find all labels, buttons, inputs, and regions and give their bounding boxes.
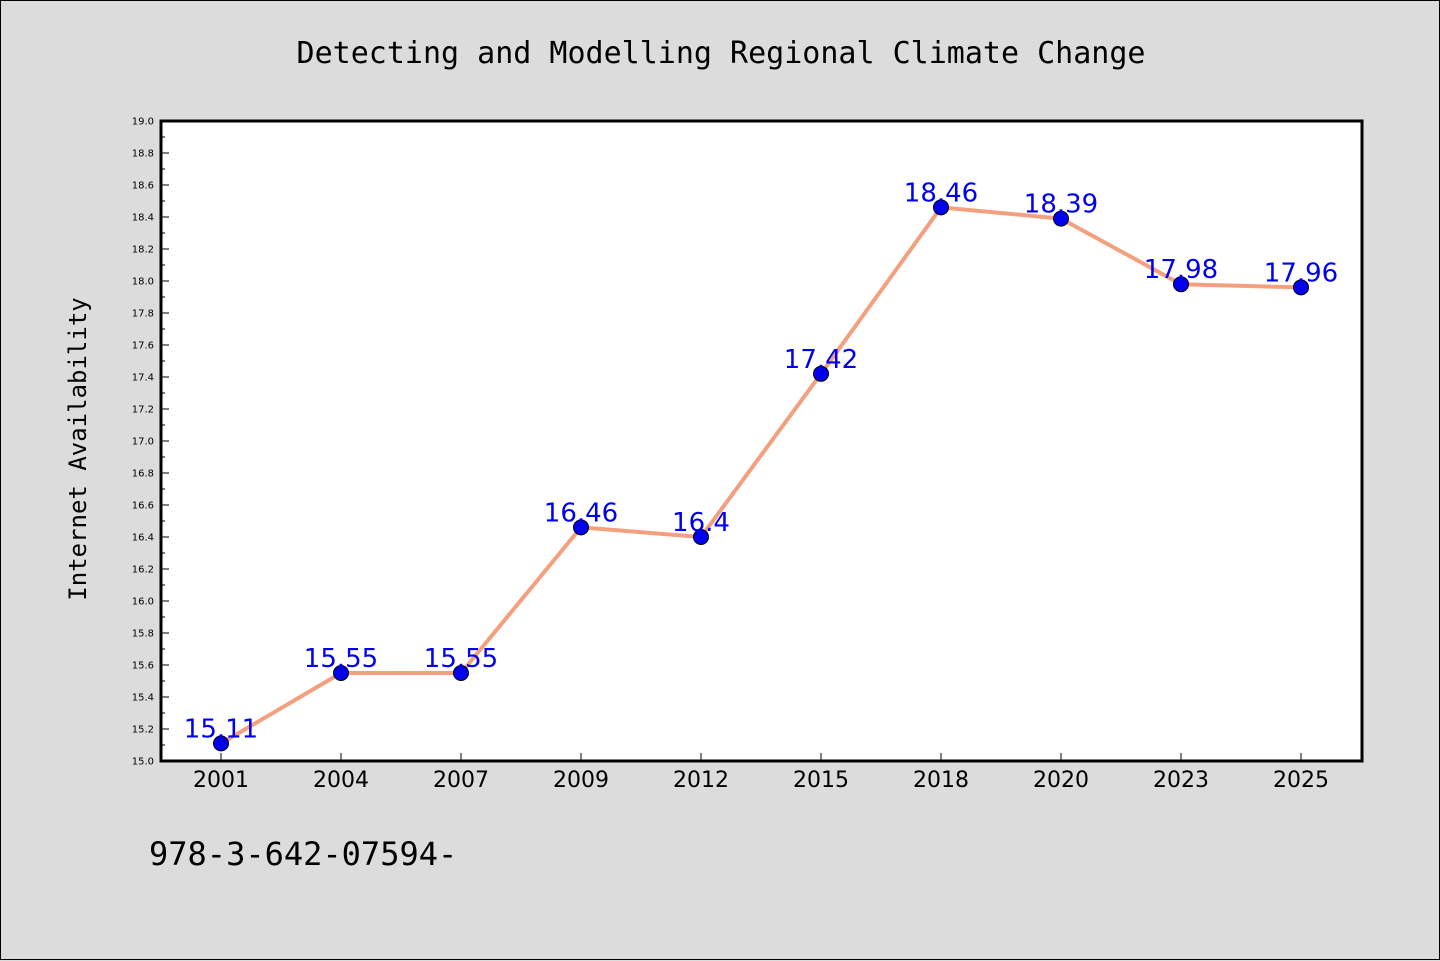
x-tick-label: 2025 — [1273, 768, 1329, 793]
x-tick-label: 2007 — [433, 768, 489, 793]
data-label: 17.96 — [1264, 258, 1338, 288]
y-tick-label: 16.2 — [132, 565, 154, 576]
data-label: 15.55 — [304, 644, 378, 674]
data-point — [1053, 210, 1069, 227]
y-tick-label: 16.8 — [132, 469, 154, 480]
x-tick-label: 2009 — [553, 768, 609, 793]
x-tick-label: 2020 — [1033, 768, 1089, 793]
y-tick-label: 18.8 — [132, 149, 154, 160]
data-point — [573, 519, 589, 536]
data-label: 15.11 — [184, 714, 258, 744]
x-tick-label: 2015 — [793, 768, 849, 793]
y-tick-label: 17.4 — [132, 373, 154, 384]
y-tick-label: 15.0 — [132, 757, 154, 768]
x-tick-label: 2004 — [313, 768, 369, 793]
data-point — [1293, 279, 1309, 296]
data-label: 16.46 — [544, 498, 618, 528]
data-point — [933, 199, 949, 216]
chart-title: Detecting and Modelling Regional Climate… — [297, 36, 1146, 71]
x-tick-label: 2023 — [1153, 768, 1209, 793]
footer-text: 978-3-642-07594- — [149, 835, 457, 873]
y-axis-label: Internet Availability — [64, 297, 92, 600]
x-tick-label: 2012 — [673, 768, 729, 793]
data-label: 16.4 — [672, 508, 730, 538]
data-label: 15.55 — [424, 644, 498, 674]
x-tick-label: 2018 — [913, 768, 969, 793]
data-point — [453, 665, 469, 681]
y-tick-label: 15.6 — [132, 661, 154, 672]
y-axis-ticks: 15.0 15.2 15.4 15.6 15.8 16.0 16.2 16.4 16.6 16.8… — [132, 117, 169, 768]
data-label: 18.39 — [1024, 190, 1098, 220]
y-tick-label: 18.0 — [132, 277, 154, 288]
y-tick-label: 16.6 — [132, 501, 154, 512]
y-tick-label: 17.8 — [132, 309, 154, 320]
y-tick-label: 16.4 — [132, 533, 154, 544]
data-label: 17.42 — [784, 345, 858, 375]
x-tick-label: 2001 — [193, 768, 249, 793]
data-labels: 15.11 15.55 15.55 16.46 16.4 17.42 18.46 18.39 1… — [184, 178, 1338, 744]
data-point — [693, 529, 709, 545]
series-line — [219, 205, 1303, 746]
y-tick-label: 17.2 — [132, 405, 154, 416]
y-tick-label: 18.2 — [132, 245, 154, 256]
data-label: 17.98 — [1144, 255, 1218, 285]
y-tick-label: 17.0 — [132, 437, 154, 448]
data-point — [213, 735, 229, 752]
x-axis-ticks: 2001 2004 2007 2009 2012 2015 2018 2020 2023 2025 — [193, 753, 1329, 793]
y-tick-label: 19.0 — [132, 117, 154, 128]
data-series — [213, 199, 1309, 752]
data-point — [813, 365, 829, 382]
y-tick-label: 16.0 — [132, 597, 154, 608]
y-tick-label: 15.4 — [132, 693, 154, 704]
data-label: 18.46 — [904, 178, 978, 208]
data-point — [333, 665, 349, 681]
plot-area — [159, 119, 1364, 763]
data-point — [1173, 276, 1189, 293]
y-tick-label: 17.6 — [132, 341, 154, 352]
y-tick-label: 18.6 — [132, 181, 154, 192]
y-tick-label: 15.8 — [132, 629, 154, 640]
y-tick-label: 18.4 — [132, 213, 154, 224]
y-tick-label: 15.2 — [132, 725, 154, 736]
